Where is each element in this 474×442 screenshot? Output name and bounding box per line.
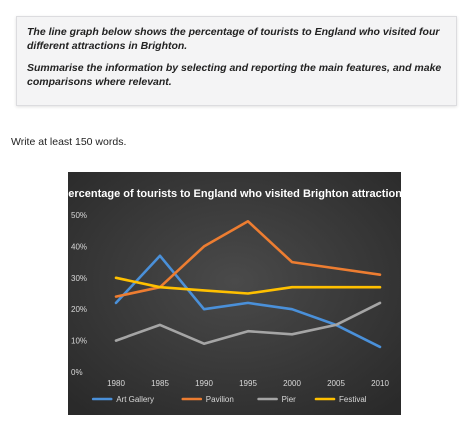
line-chart-svg: Percentage of tourists to England who vi… xyxy=(68,172,401,415)
x-tick-label: 1980 xyxy=(107,379,125,388)
y-tick-label: 50% xyxy=(71,211,87,220)
y-tick-label: 20% xyxy=(71,305,87,314)
y-tick-label: 30% xyxy=(71,274,87,283)
x-tick-label: 2005 xyxy=(327,379,345,388)
legend-label-art-gallery: Art Gallery xyxy=(116,395,154,404)
x-tick-label: 2000 xyxy=(283,379,301,388)
x-tick-label: 2010 xyxy=(371,379,389,388)
chart-title: Percentage of tourists to England who vi… xyxy=(68,188,401,200)
task-description: The line graph below shows the percentag… xyxy=(27,26,440,52)
y-tick-label: 10% xyxy=(71,337,87,346)
legend-label-festival: Festival xyxy=(339,395,367,404)
y-tick-label: 0% xyxy=(71,368,83,377)
legend-label-pier: Pier xyxy=(282,395,297,404)
y-tick-label: 40% xyxy=(71,242,87,251)
series-line-pier xyxy=(114,301,382,345)
task-instruction: Summarise the information by selecting a… xyxy=(27,62,442,88)
x-tick-label: 1985 xyxy=(151,379,169,388)
line-chart: Percentage of tourists to England who vi… xyxy=(68,172,401,415)
task-prompt-box: The line graph below shows the percentag… xyxy=(16,16,457,106)
legend-label-pavilion: Pavilion xyxy=(206,395,234,404)
series-line-festival xyxy=(114,276,382,295)
x-tick-label: 1990 xyxy=(195,379,213,388)
x-tick-label: 1995 xyxy=(239,379,257,388)
word-count-instruction: Write at least 150 words. xyxy=(11,136,127,148)
